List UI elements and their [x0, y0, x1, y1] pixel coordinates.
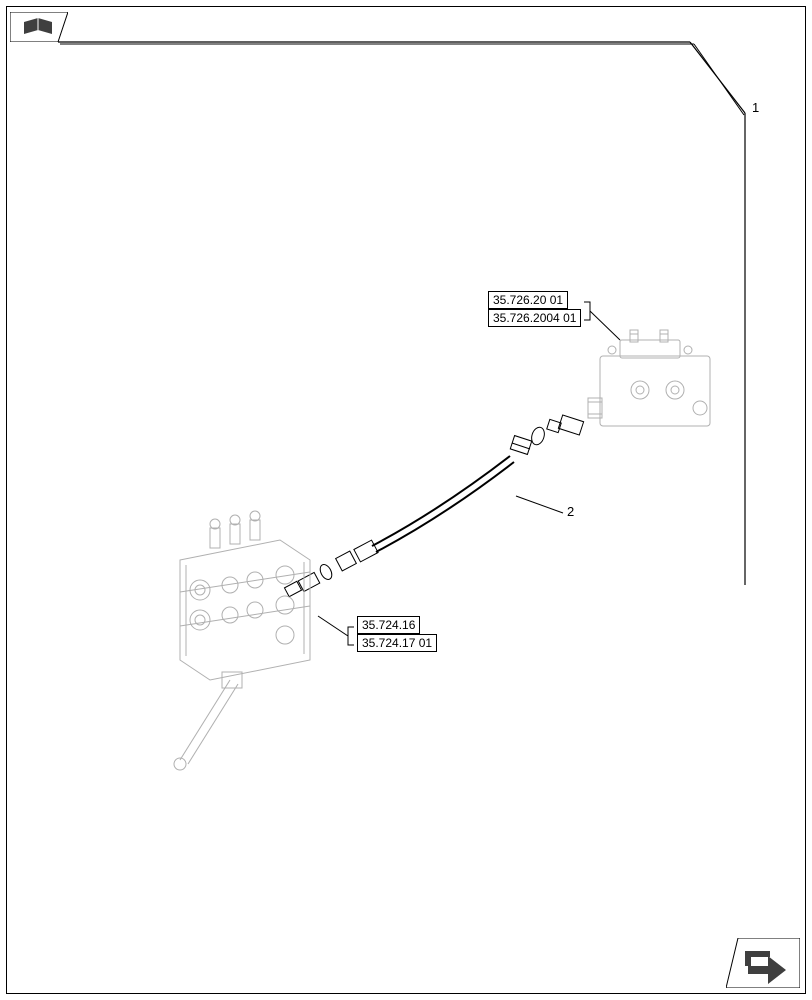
ref-bot-a-text: 35.724.16	[362, 618, 415, 632]
callout-2-text: 2	[567, 504, 574, 519]
ref-bot-b-text: 35.724.17 01	[362, 636, 432, 650]
callout-2: 2	[567, 504, 574, 519]
callout-1: 1	[752, 100, 759, 115]
ref-top-bracket	[584, 302, 590, 320]
ref-top-leader	[590, 311, 620, 340]
page-root: 1 2 35.726.20 01 35.726.2004 01 35.724.1…	[0, 0, 812, 1000]
ref-top-b-text: 35.726.2004 01	[493, 311, 576, 325]
ref-bot-bracket	[348, 627, 354, 645]
hose-assembly	[284, 415, 583, 597]
ref-bot-a: 35.724.16	[357, 616, 420, 634]
valve-block-upper	[588, 330, 710, 426]
ref-top-b: 35.726.2004 01	[488, 309, 581, 327]
ref-bot-b: 35.724.17 01	[357, 634, 437, 652]
diagram-svg	[0, 0, 812, 1000]
valve-block-lower	[174, 511, 310, 770]
leader-2	[516, 496, 563, 513]
callout-1-text: 1	[752, 100, 759, 115]
boundary-diag	[690, 42, 745, 113]
ref-bot-leader	[318, 616, 348, 636]
ref-top-a-text: 35.726.20 01	[493, 293, 563, 307]
ref-top-a: 35.726.20 01	[488, 291, 568, 309]
